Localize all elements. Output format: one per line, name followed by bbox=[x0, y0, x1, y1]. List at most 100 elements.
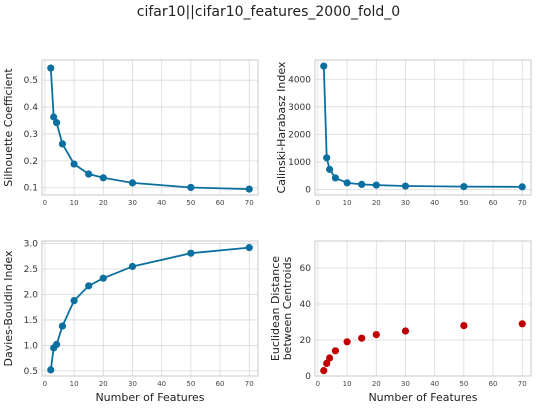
scatter-point bbox=[323, 359, 331, 367]
data-point bbox=[320, 62, 328, 70]
x-tick-label: 40 bbox=[430, 199, 439, 207]
x-tick-label: 60 bbox=[216, 380, 225, 388]
data-point bbox=[187, 183, 195, 192]
data-point bbox=[358, 180, 366, 188]
data-point bbox=[518, 183, 526, 191]
y-tick-label: 20 bbox=[300, 336, 312, 346]
x-tick-label: 70 bbox=[518, 380, 527, 388]
scatter-point bbox=[331, 347, 340, 355]
y-tick-label: 60 bbox=[300, 264, 312, 274]
x-tick-label: 40 bbox=[430, 380, 439, 388]
data-point bbox=[343, 179, 351, 187]
data-point bbox=[401, 182, 410, 190]
y-tick-label: 40 bbox=[300, 300, 312, 310]
y-tick-label: 0.2 bbox=[24, 157, 38, 167]
x-tick-label: 20 bbox=[372, 199, 381, 207]
data-point bbox=[460, 182, 468, 191]
data-point bbox=[70, 297, 78, 305]
y-axis-label: Davies-Bouldin Index bbox=[2, 250, 15, 366]
data-point bbox=[372, 181, 380, 189]
x-tick-label: 40 bbox=[157, 380, 166, 388]
y-axis-label: Silhouette Coefficient bbox=[2, 68, 15, 187]
data-point bbox=[245, 244, 253, 252]
data-point bbox=[47, 64, 55, 72]
data-point bbox=[70, 160, 78, 168]
data-point bbox=[52, 119, 61, 127]
chart-panel-3: 0 10 20 30 40 50 60 70 0.5 1.0 1.5 2.0 2.5 3.0 Davies-… bbox=[2, 240, 259, 404]
y-tick-label: 0.1 bbox=[24, 184, 38, 194]
x-tick-label: 30 bbox=[401, 380, 410, 388]
data-point bbox=[128, 179, 137, 187]
data-point bbox=[58, 322, 67, 330]
x-tick-label: 70 bbox=[245, 199, 254, 207]
data-point bbox=[52, 340, 61, 349]
y-tick-label: 0 bbox=[305, 372, 311, 382]
x-tick-label: 60 bbox=[216, 199, 225, 207]
y-axis-label: Euclidean Distancebetween Centroids bbox=[269, 256, 294, 361]
x-tick-label: 10 bbox=[343, 380, 352, 388]
data-point bbox=[323, 154, 331, 162]
y-tick-label: 1.0 bbox=[24, 341, 39, 351]
x-tick-label: 60 bbox=[489, 199, 498, 207]
data-point bbox=[187, 249, 195, 257]
x-tick-label: 20 bbox=[99, 380, 108, 388]
x-tick-label: 20 bbox=[99, 199, 108, 207]
y-tick-label: 1.5 bbox=[24, 316, 38, 326]
x-tick-label: 0 bbox=[43, 199, 47, 207]
x-tick-label: 0 bbox=[316, 380, 320, 388]
chart-panel-4: 0 10 20 30 40 50 60 70 0 20 40 60 Euclidean Distance… bbox=[269, 240, 532, 404]
y-tick-label: 0.5 bbox=[24, 367, 38, 377]
data-point bbox=[245, 185, 253, 193]
data-point bbox=[50, 113, 58, 121]
y-tick-label: 0 bbox=[305, 185, 311, 195]
x-tick-label: 20 bbox=[372, 380, 381, 388]
y-tick-label: 0.4 bbox=[24, 103, 39, 113]
scatter-point bbox=[343, 338, 351, 346]
y-tick-label: 3000 bbox=[288, 103, 311, 113]
x-tick-label: 0 bbox=[43, 380, 47, 388]
x-tick-label: 0 bbox=[316, 199, 320, 207]
x-axis-label: Number of Features bbox=[95, 391, 204, 404]
x-tick-label: 60 bbox=[489, 380, 498, 388]
y-tick-label: 3.0 bbox=[24, 240, 39, 250]
data-point bbox=[58, 140, 67, 148]
x-tick-label: 10 bbox=[70, 380, 79, 388]
data-point bbox=[85, 282, 93, 290]
x-tick-label: 50 bbox=[459, 199, 468, 207]
data-point bbox=[99, 174, 107, 182]
figure-title: cifar10||cifar10_features_2000_fold_0 bbox=[136, 4, 401, 20]
plot-frame bbox=[314, 240, 532, 377]
scatter-point bbox=[320, 367, 328, 375]
x-tick-label: 30 bbox=[401, 199, 410, 207]
scatter-point bbox=[460, 322, 468, 330]
x-tick-label: 30 bbox=[128, 199, 137, 207]
x-tick-label: 50 bbox=[459, 380, 468, 388]
scatter-point bbox=[358, 334, 366, 342]
scatter-point bbox=[372, 331, 380, 339]
series-line bbox=[49, 68, 250, 190]
chart-panel-1: 0 10 20 30 40 50 60 70 0.1 0.2 0.3 0.4 0.5 Silhouette… bbox=[2, 59, 259, 207]
y-tick-label: 2.5 bbox=[24, 265, 38, 275]
y-tick-label: 1000 bbox=[288, 158, 311, 168]
x-tick-label: 50 bbox=[186, 380, 195, 388]
data-point bbox=[99, 274, 107, 282]
plot-frame bbox=[41, 59, 259, 196]
y-tick-label: 0.3 bbox=[24, 130, 38, 140]
y-tick-label: 4000 bbox=[288, 75, 311, 85]
y-axis-label: Calinski-Harabasz Index bbox=[275, 61, 288, 193]
x-tick-label: 10 bbox=[70, 199, 79, 207]
x-tick-label: 10 bbox=[343, 199, 352, 207]
data-point bbox=[85, 170, 93, 178]
series-line bbox=[49, 246, 250, 371]
y-tick-label: 0.5 bbox=[24, 76, 38, 86]
plot-frame bbox=[41, 240, 259, 377]
x-tick-label: 50 bbox=[186, 199, 195, 207]
data-point bbox=[325, 165, 334, 173]
plot-frame bbox=[314, 59, 532, 196]
x-axis-label: Number of Features bbox=[368, 391, 477, 404]
data-point bbox=[331, 174, 340, 182]
data-point bbox=[128, 262, 137, 271]
data-point bbox=[47, 366, 55, 374]
x-tick-label: 30 bbox=[128, 380, 137, 388]
